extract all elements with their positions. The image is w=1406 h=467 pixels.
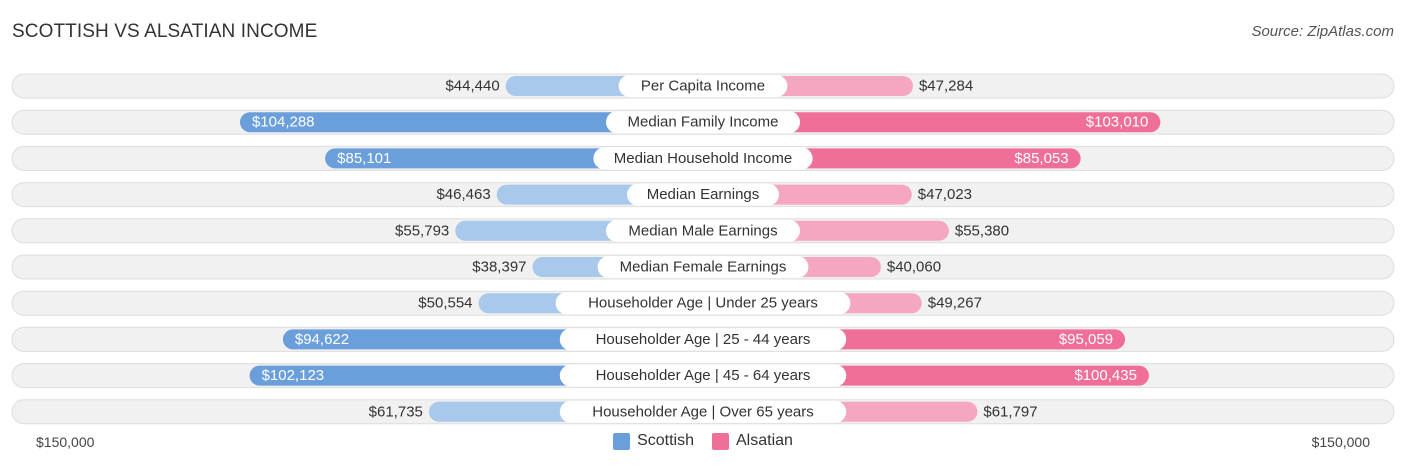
value-label-alsatian: $40,060 bbox=[887, 259, 941, 276]
category-label: Householder Age | 45 - 64 years bbox=[596, 367, 811, 384]
category-pill bbox=[559, 400, 847, 423]
value-label-alsatian: $55,380 bbox=[955, 222, 1009, 239]
category-label: Householder Age | Under 25 years bbox=[588, 295, 818, 312]
category-pill bbox=[606, 219, 800, 242]
value-label-alsatian: $95,059 bbox=[1059, 331, 1113, 348]
bar-scottish[interactable] bbox=[239, 112, 713, 133]
value-label-alsatian: $49,267 bbox=[928, 295, 982, 312]
category-pill bbox=[559, 364, 847, 387]
category-pill bbox=[597, 256, 809, 278]
category-pill bbox=[559, 328, 847, 351]
value-label-alsatian: $100,435 bbox=[1074, 367, 1137, 384]
category-pill bbox=[606, 111, 800, 134]
legend-swatch-scottish bbox=[613, 432, 631, 450]
legend-item-alsatian[interactable]: Alsatian bbox=[712, 432, 793, 450]
category-pill bbox=[627, 183, 779, 206]
chart-title: SCOTTISH VS ALSATIAN INCOME bbox=[12, 21, 318, 42]
legend-label-alsatian: Alsatian bbox=[736, 432, 793, 449]
value-label-alsatian: $47,023 bbox=[918, 186, 972, 203]
category-label: Median Male Earnings bbox=[628, 222, 777, 239]
value-label-scottish: $61,735 bbox=[369, 403, 423, 420]
category-pill bbox=[618, 75, 788, 97]
value-label-alsatian: $103,010 bbox=[1086, 114, 1149, 131]
value-label-alsatian: $85,053 bbox=[1014, 150, 1068, 167]
value-label-scottish: $44,440 bbox=[445, 78, 499, 95]
category-label: Householder Age | 25 - 44 years bbox=[596, 331, 811, 348]
category-label: Median Earnings bbox=[647, 186, 760, 203]
category-label: Median Female Earnings bbox=[620, 259, 787, 276]
value-label-scottish: $50,554 bbox=[418, 295, 472, 312]
legend-item-scottish[interactable]: Scottish bbox=[613, 432, 694, 450]
category-pill bbox=[593, 147, 813, 170]
axis-left-max-label: $150,000 bbox=[36, 434, 95, 450]
value-label-scottish: $38,397 bbox=[472, 259, 526, 276]
value-label-alsatian: $61,797 bbox=[983, 403, 1037, 420]
legend-swatch-alsatian bbox=[712, 432, 729, 450]
value-label-scottish: $104,288 bbox=[252, 114, 315, 131]
category-label: Per Capita Income bbox=[641, 78, 765, 95]
category-label: Median Family Income bbox=[628, 114, 779, 131]
value-label-alsatian: $47,284 bbox=[919, 78, 973, 95]
category-pill bbox=[555, 292, 851, 315]
diverging-bar-chart: $44,440 $47,284 Per Capita Income $104,288 $… bbox=[11, 73, 1395, 425]
value-label-scottish: $102,123 bbox=[262, 367, 325, 384]
legend-label-scottish: Scottish bbox=[637, 432, 694, 449]
value-label-scottish: $46,463 bbox=[436, 186, 490, 203]
bar-alsatian[interactable] bbox=[693, 112, 1161, 133]
value-label-scottish: $94,622 bbox=[295, 331, 349, 348]
legend: Scottish Alsatian bbox=[0, 432, 1406, 450]
source-note: Source: ZipAtlas.com bbox=[1251, 23, 1394, 40]
category-label: Householder Age | Over 65 years bbox=[592, 403, 814, 420]
value-label-scottish: $85,101 bbox=[337, 150, 391, 167]
value-label-scottish: $55,793 bbox=[395, 222, 449, 239]
axis-right-max-label: $150,000 bbox=[1311, 434, 1370, 450]
category-label: Median Household Income bbox=[614, 150, 792, 167]
